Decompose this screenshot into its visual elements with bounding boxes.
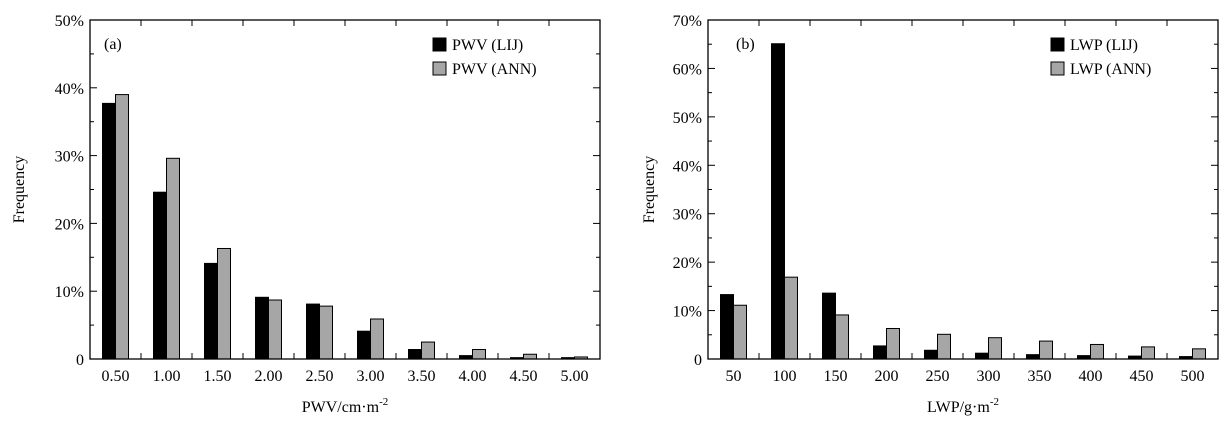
x-tick-label: 3.50 <box>408 368 436 385</box>
y-tick-label: 20% <box>673 255 702 272</box>
bar-ann <box>886 327 900 360</box>
x-axis-label: LWP/g·m-2 <box>927 396 999 416</box>
bar-ann <box>319 305 333 360</box>
y-tick-label: 50% <box>55 13 84 30</box>
bar-ann <box>268 299 282 360</box>
x-axis-label: PWV/cm·m-2 <box>302 396 389 416</box>
y-tick-label: 0 <box>694 352 702 369</box>
legend-swatch <box>432 37 447 52</box>
bar-ann <box>421 341 435 360</box>
bar-lij <box>771 43 785 360</box>
bar-ann <box>1090 343 1104 360</box>
y-tick-label: 60% <box>673 61 702 78</box>
x-tick-label: 150 <box>824 368 848 385</box>
bar-lij <box>924 349 938 360</box>
panel-b: 0 10% 20% 30% 40% 50% 60% 70% 50 100 150 200 250 300 3… <box>641 13 1219 416</box>
bar-lij <box>822 292 836 360</box>
y-tick-label: 50% <box>673 110 702 127</box>
y-tick-label: 30% <box>55 149 84 166</box>
bar-lij <box>153 191 167 360</box>
bar-lij <box>408 349 422 360</box>
x-tick-label: 50 <box>726 368 742 385</box>
bar-ann <box>835 314 849 360</box>
bar-ann <box>937 333 951 360</box>
y-tick-label: 70% <box>673 13 702 30</box>
bar-ann <box>472 349 486 360</box>
x-tick-label: 5.00 <box>561 368 589 385</box>
y-tick-label: 40% <box>55 81 84 98</box>
panel-tag: (a) <box>104 36 122 53</box>
bar-ann <box>988 337 1002 360</box>
x-tick-label: 0.50 <box>102 368 130 385</box>
x-tick-label: 3.00 <box>357 368 385 385</box>
x-tick-label: 1.00 <box>153 368 181 385</box>
bar-lij <box>255 296 269 360</box>
y-tick-label: 30% <box>673 207 702 224</box>
x-tick-label: 450 <box>1130 368 1154 385</box>
y-axis-label: Frequency <box>641 156 658 224</box>
x-tick-label: 4.00 <box>459 368 487 385</box>
x-tick-label: 100 <box>773 368 797 385</box>
x-tick-label: 2.00 <box>255 368 283 385</box>
x-tick-label: 300 <box>977 368 1001 385</box>
legend-swatch <box>432 61 447 76</box>
bar-lij <box>357 330 371 360</box>
bar-lij <box>720 294 734 360</box>
x-tick-label: 250 <box>926 368 950 385</box>
legend-entry: PWV (LIJ) <box>452 37 523 54</box>
x-tick-label: 2.50 <box>306 368 334 385</box>
bar-ann <box>115 94 129 360</box>
bar-ann <box>784 276 798 360</box>
bar-lij <box>306 303 320 360</box>
bar-ann <box>370 318 384 360</box>
x-tick-label: 350 <box>1028 368 1052 385</box>
y-tick-label: 10% <box>673 304 702 321</box>
panel-tag: (b) <box>736 36 755 53</box>
x-tick-label: 400 <box>1079 368 1103 385</box>
legend-entry: LWP (LIJ) <box>1070 37 1138 54</box>
bar-ann <box>733 304 747 360</box>
bar-ann <box>523 353 537 360</box>
panel-a: 0 10% 20% 30% 40% 50% 0.50 1.00 1.50 2.00 2.50 3.00… <box>11 13 601 416</box>
x-tick-label: 200 <box>875 368 899 385</box>
x-tick-label: 4.50 <box>510 368 538 385</box>
legend-entry: PWV (ANN) <box>452 61 537 78</box>
bar-lij <box>102 102 116 360</box>
x-tick-label: 500 <box>1181 368 1205 385</box>
x-tick-label: 1.50 <box>204 368 232 385</box>
bar-ann <box>217 247 231 360</box>
bar-ann <box>166 157 180 360</box>
legend-swatch <box>1050 61 1065 76</box>
legend-entry: LWP (ANN) <box>1070 61 1151 78</box>
bar-lij <box>204 262 218 360</box>
bar-ann <box>1192 348 1206 360</box>
bar-lij <box>1026 354 1040 360</box>
y-tick-label: 40% <box>673 158 702 175</box>
y-tick-label: 20% <box>55 216 84 233</box>
bar-lij <box>873 345 887 360</box>
bar-lij <box>975 352 989 360</box>
y-tick-label: 0 <box>76 352 84 369</box>
bar-ann <box>1141 346 1155 360</box>
y-axis-label: Frequency <box>11 156 28 224</box>
bar-ann <box>1039 340 1053 360</box>
y-tick-label: 10% <box>55 284 84 301</box>
legend-swatch <box>1050 37 1065 52</box>
